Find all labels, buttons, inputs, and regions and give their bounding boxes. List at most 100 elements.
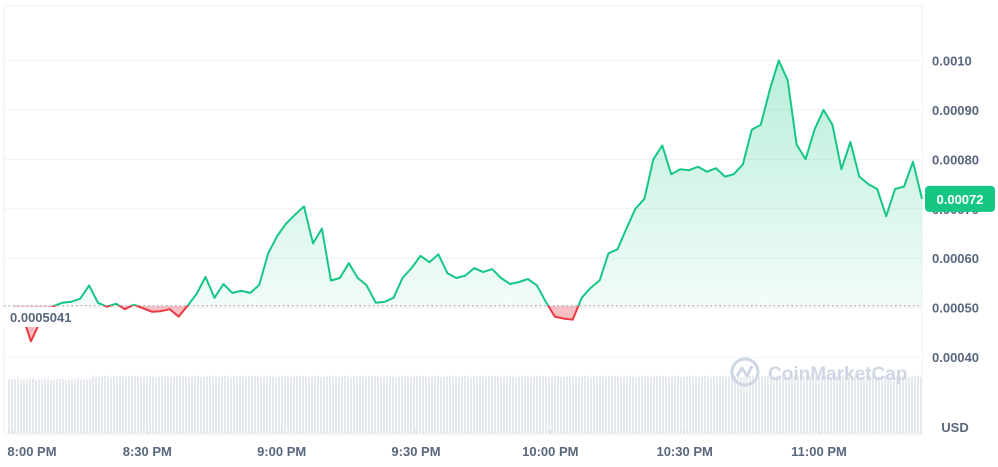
volume-bar — [866, 376, 868, 434]
volume-bar — [446, 376, 448, 434]
volume-bar — [458, 376, 460, 434]
volume-bar — [260, 377, 262, 434]
watermark-text: CoinMarketCap — [768, 364, 907, 385]
volume-bar — [734, 375, 736, 434]
volume-bar — [362, 375, 364, 434]
volume-bar — [545, 377, 547, 434]
volume-bar — [752, 375, 754, 434]
x-tick-label: 9:00 PM — [257, 444, 306, 459]
volume-bar — [650, 377, 652, 434]
volume-bar — [224, 375, 226, 434]
volume-bar — [719, 375, 721, 434]
baseline-label: 0.0005041 — [2, 307, 88, 327]
volume-bar — [44, 378, 46, 434]
volume-bar — [314, 375, 316, 434]
volume-bar — [539, 375, 541, 434]
volume-bar — [581, 376, 583, 434]
volume-bar — [134, 375, 136, 434]
volume-bar — [731, 376, 733, 434]
volume-bar — [407, 375, 409, 434]
volume-bar — [347, 375, 349, 434]
volume-bar — [548, 376, 550, 434]
volume-bar — [611, 376, 613, 434]
volume-bar — [560, 377, 562, 434]
volume-bar — [140, 377, 142, 434]
volume-bar — [803, 376, 805, 434]
volume-bar — [686, 376, 688, 434]
volume-bar — [125, 377, 127, 434]
volume-bar — [8, 379, 10, 434]
volume-bar — [308, 376, 310, 434]
volume-bar — [707, 375, 709, 434]
volume-bar — [152, 375, 154, 434]
volume-bar — [623, 376, 625, 434]
volume-bar — [788, 376, 790, 434]
volume-bar — [497, 375, 499, 434]
volume-bar — [323, 376, 325, 434]
volume-bar — [404, 375, 406, 434]
volume-bar — [377, 375, 379, 434]
volume-bar — [590, 377, 592, 434]
volume-bar — [878, 376, 880, 434]
volume-bar — [668, 376, 670, 434]
volume-bar — [89, 378, 91, 434]
volume-bar — [359, 375, 361, 434]
volume-bar — [17, 378, 19, 434]
volume-bar — [341, 376, 343, 434]
price-area — [13, 60, 922, 342]
volume-bar — [713, 376, 715, 434]
volume-bar — [779, 375, 781, 434]
volume-bar — [131, 376, 133, 434]
volume-bar — [98, 376, 100, 434]
volume-bar — [662, 375, 664, 434]
volume-bar — [740, 377, 742, 434]
volume-bar — [827, 375, 829, 434]
volume-bar — [104, 375, 106, 434]
volume-bar — [143, 376, 145, 434]
volume-bar — [272, 375, 274, 434]
volume-bar — [434, 375, 436, 434]
volume-bar — [572, 375, 574, 434]
y-tick-label: 0.00050 — [932, 301, 979, 316]
volume-bar — [854, 375, 856, 434]
price-line — [12, 59, 923, 343]
volume-bar — [653, 376, 655, 434]
volume-bar — [605, 377, 607, 434]
volume-bar — [797, 375, 799, 434]
volume-bar — [794, 375, 796, 434]
volume-bar — [629, 375, 631, 434]
volume-bar — [185, 377, 187, 434]
volume-bar — [698, 376, 700, 434]
volume-bar — [554, 375, 556, 434]
volume-bar — [167, 375, 169, 434]
volume-bars — [8, 375, 922, 434]
volume-bar — [824, 375, 826, 434]
volume-bar — [107, 375, 109, 434]
volume-bar — [242, 375, 244, 434]
volume-bar — [746, 376, 748, 434]
volume-bar — [461, 376, 463, 434]
volume-bar — [479, 375, 481, 434]
volume-bar — [464, 375, 466, 434]
volume-bar — [11, 379, 13, 434]
x-tick-label: 8:00 PM — [7, 444, 56, 459]
volume-bar — [815, 377, 817, 434]
volume-bar — [155, 377, 157, 434]
volume-bar — [26, 379, 28, 434]
volume-bar — [386, 376, 388, 434]
volume-bar — [14, 378, 16, 434]
volume-bar — [767, 375, 769, 434]
y-tick-label: 0.00080 — [932, 152, 979, 167]
volume-bar — [860, 377, 862, 434]
volume-bar — [239, 375, 241, 434]
volume-bar — [596, 376, 598, 434]
volume-bar — [899, 375, 901, 434]
volume-bar — [200, 377, 202, 434]
volume-bar — [440, 377, 442, 434]
volume-bar — [770, 377, 772, 434]
volume-bar — [389, 375, 391, 434]
volume-bar — [761, 376, 763, 434]
volume-bar — [113, 376, 115, 434]
volume-bar — [488, 376, 490, 434]
volume-bar — [248, 376, 250, 434]
